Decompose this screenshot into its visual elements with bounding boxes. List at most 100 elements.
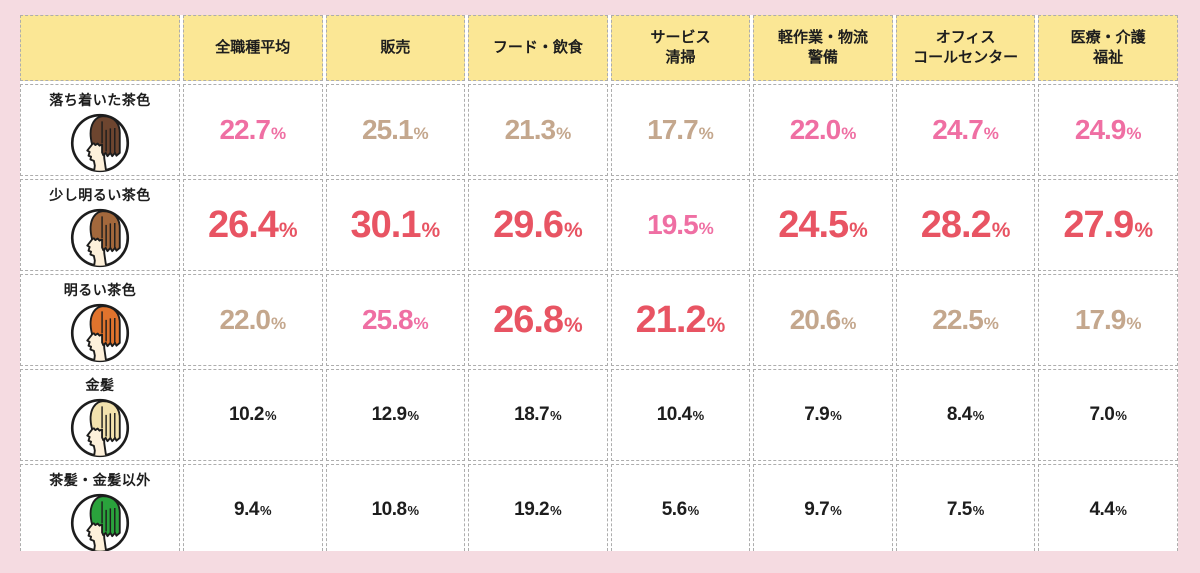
percent-sign: %	[841, 314, 857, 333]
green-hair-person-icon	[21, 491, 179, 551]
percent-value: 30.1	[350, 203, 422, 246]
table-row: 茶髪・金髪以外 9.4% 10.8% 19.2% 5.6% 9.7% 7.5% 4.4%	[20, 464, 1178, 551]
value-cell: 22.0%	[183, 274, 323, 366]
percent-value: 20.6	[789, 304, 841, 335]
row-header-cell: 茶髪・金髪以外	[20, 464, 180, 551]
value-cell: 24.7%	[895, 84, 1036, 176]
percent-value: 10.4	[656, 404, 692, 425]
blonde-hair-person-icon	[21, 396, 179, 460]
percent-sign: %	[983, 314, 999, 333]
value-cell: 4.4%	[1038, 464, 1178, 551]
value-cell: 19.2%	[468, 464, 608, 551]
percent-sign: %	[841, 124, 857, 143]
table-row: 少し明るい茶色 26.4% 30.1% 29.6% 19.5% 24.5% 28.2% 27…	[20, 179, 1178, 271]
percent-value: 12.9	[371, 404, 407, 425]
value-cell: 7.9%	[753, 369, 893, 461]
percent-sign: %	[830, 408, 842, 423]
percent-sign: %	[687, 503, 700, 518]
percent-sign: %	[692, 408, 705, 423]
value-cell: 10.2%	[183, 369, 323, 461]
percent-sign: %	[564, 313, 583, 337]
percent-sign: %	[407, 408, 420, 423]
percent-sign: %	[413, 314, 429, 333]
percent-sign: %	[698, 219, 714, 238]
percent-value: 21.2	[635, 298, 707, 341]
percent-value: 18.7	[514, 404, 550, 425]
column-header-6: オフィス コールセンター	[895, 15, 1036, 81]
column-header-4: サービス 清掃	[610, 15, 751, 81]
column-header-1: 全職種平均	[183, 15, 323, 81]
value-cell: 21.3%	[468, 84, 608, 176]
value-cell: 26.8%	[468, 274, 608, 366]
percent-sign: %	[270, 314, 287, 333]
percent-sign: %	[413, 124, 429, 143]
table-container: 全職種平均 販売 フード・飲食 サービス 清掃 軽作業・物流 警備 オフィス コールセンター 医療…	[20, 15, 1178, 551]
row-header-cell: 金髪	[20, 369, 180, 461]
table-row: 金髪 10.2% 12.9% 18.7% 10.4% 7.9% 8.4% 7.0%	[20, 369, 1178, 461]
percent-value: 21.3	[504, 114, 556, 145]
percent-value: 7.5	[946, 499, 972, 520]
value-cell: 28.2%	[895, 179, 1036, 271]
slightly-bright-brown-hair-person-icon	[21, 206, 179, 270]
row-label: 明るい茶色	[63, 282, 137, 298]
percent-value: 9.7	[804, 499, 830, 520]
percent-value: 28.2	[920, 203, 992, 246]
percent-sign: %	[1115, 408, 1127, 423]
value-cell: 17.7%	[610, 84, 751, 176]
percent-value: 25.8	[362, 304, 413, 335]
percent-value: 10.2	[229, 404, 264, 425]
row-header-cell: 明るい茶色	[20, 274, 180, 366]
value-cell: 20.6%	[753, 274, 893, 366]
percent-value: 19.5	[647, 209, 698, 240]
value-cell: 24.9%	[1038, 84, 1178, 176]
percent-value: 17.9	[1074, 304, 1126, 335]
percent-sign: %	[1126, 124, 1142, 143]
hair-color-acceptance-table: 全職種平均 販売 フード・飲食 サービス 清掃 軽作業・物流 警備 オフィス コールセンター 医療…	[20, 15, 1178, 551]
percent-value: 22.0	[789, 114, 841, 145]
value-cell: 25.1%	[325, 84, 466, 176]
value-cell: 24.5%	[753, 179, 893, 271]
percent-sign: %	[706, 313, 726, 337]
percent-sign: %	[1126, 314, 1142, 333]
value-cell: 7.0%	[1038, 369, 1178, 461]
percent-sign: %	[972, 503, 985, 518]
value-cell: 29.6%	[468, 179, 608, 271]
percent-value: 7.9	[804, 404, 830, 425]
percent-value: 25.1	[362, 114, 413, 145]
table-row: 落ち着いた茶色 22.7% 25.1% 21.3% 17.7% 22.0% 24.7% 24…	[20, 84, 1178, 176]
value-cell: 22.7%	[183, 84, 323, 176]
percent-sign: %	[407, 503, 420, 518]
percent-value: 7.0	[1089, 404, 1115, 425]
percent-sign: %	[270, 124, 287, 143]
row-header-cell: 落ち着いた茶色	[20, 84, 180, 176]
percent-value: 26.8	[493, 298, 564, 341]
percent-sign: %	[421, 218, 441, 242]
value-cell: 21.2%	[610, 274, 751, 366]
percent-sign: %	[991, 218, 1011, 242]
value-cell: 9.7%	[753, 464, 893, 551]
percent-sign: %	[278, 218, 298, 242]
percent-value: 5.6	[661, 499, 687, 520]
value-cell: 5.6%	[610, 464, 751, 551]
row-label: 少し明るい茶色	[49, 187, 151, 203]
value-cell: 7.5%	[895, 464, 1036, 551]
bright-brown-hair-person-icon	[21, 301, 179, 365]
percent-value: 22.7	[219, 114, 270, 145]
value-cell: 26.4%	[183, 179, 323, 271]
percent-value: 24.9	[1074, 114, 1126, 145]
percent-value: 10.8	[371, 499, 407, 520]
percent-sign: %	[1115, 503, 1127, 518]
row-label: 茶髪・金髪以外	[49, 472, 151, 488]
column-header-7: 医療・介護 福祉	[1038, 15, 1178, 81]
percent-value: 27.9	[1063, 203, 1134, 246]
percent-value: 24.5	[778, 203, 849, 246]
percent-value: 8.4	[946, 404, 972, 425]
row-label: 落ち着いた茶色	[49, 92, 151, 108]
column-header-5: 軽作業・物流 警備	[753, 15, 893, 81]
calm-brown-hair-person-icon	[21, 111, 179, 175]
value-cell: 10.4%	[610, 369, 751, 461]
value-cell: 17.9%	[1038, 274, 1178, 366]
percent-value: 22.0	[219, 304, 270, 335]
percent-sign: %	[550, 503, 562, 518]
